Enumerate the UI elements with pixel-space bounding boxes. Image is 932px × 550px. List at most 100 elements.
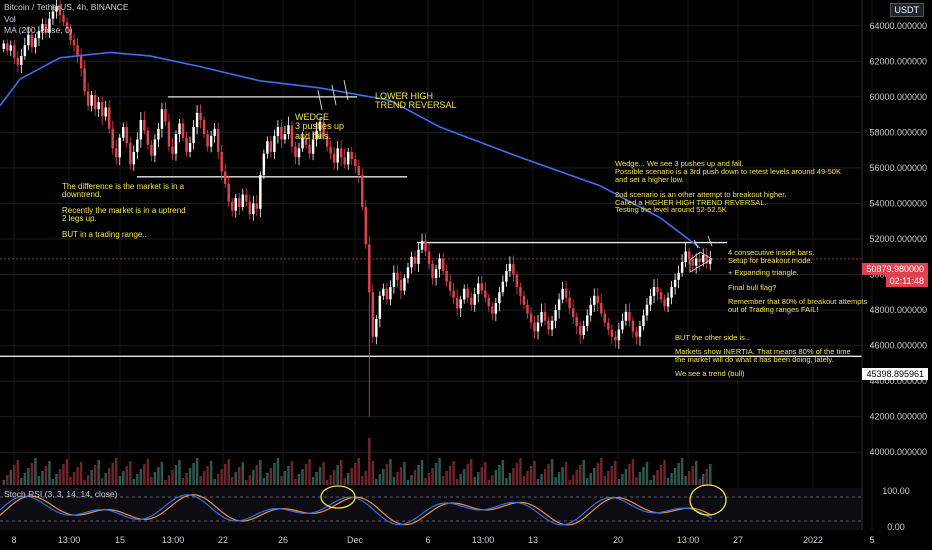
time-axis[interactable]: 8 13:00 15 13:00 22 26 Dec 6 13:00 13 20 13:00 27 202… bbox=[11, 535, 874, 545]
volume-bar bbox=[79, 462, 83, 485]
volume-bar bbox=[631, 459, 635, 485]
last-price-tag: 50879.980000 bbox=[862, 263, 928, 275]
volume-bar bbox=[382, 469, 385, 485]
y-tick-label: 58000.000000 bbox=[869, 127, 927, 137]
volume-bar bbox=[543, 469, 547, 485]
x-tick-label: 13:00 bbox=[58, 535, 81, 545]
candle bbox=[445, 270, 448, 282]
volume-bar bbox=[621, 474, 624, 485]
volume-bar bbox=[206, 466, 209, 485]
volume-bar bbox=[273, 463, 276, 485]
volume-bar bbox=[115, 458, 118, 485]
volume-bar bbox=[392, 477, 396, 485]
volume-bar bbox=[364, 471, 368, 485]
volume-bar bbox=[9, 470, 13, 485]
volume-bar bbox=[195, 458, 199, 485]
volume-bar bbox=[160, 462, 164, 485]
candle bbox=[452, 290, 455, 298]
volume-bar bbox=[294, 479, 297, 485]
volume-bar bbox=[434, 463, 438, 485]
volume-bar bbox=[441, 476, 445, 485]
volume-bar bbox=[280, 476, 283, 485]
candle bbox=[55, 6, 58, 12]
x-tick-label: 5 bbox=[869, 535, 874, 545]
x-tick-label: 13 bbox=[528, 535, 538, 545]
volume-bar bbox=[698, 479, 701, 485]
candle bbox=[403, 278, 406, 291]
candle bbox=[431, 263, 434, 279]
candle bbox=[111, 128, 114, 149]
candle bbox=[375, 318, 378, 337]
candle bbox=[192, 127, 195, 144]
volume-bar bbox=[354, 463, 357, 485]
volume-bar bbox=[255, 465, 259, 485]
lower-high-line-1: LOWER HIGH bbox=[375, 91, 434, 101]
horizontal-levels bbox=[0, 96, 862, 357]
volume-bar bbox=[385, 464, 389, 485]
candle bbox=[44, 23, 48, 33]
candle bbox=[62, 15, 65, 23]
candle bbox=[589, 304, 592, 316]
candle bbox=[466, 288, 469, 298]
volume-bar bbox=[266, 473, 269, 485]
candle bbox=[417, 249, 420, 264]
candle bbox=[382, 288, 385, 296]
candle bbox=[578, 326, 582, 335]
volume-bar bbox=[216, 474, 220, 485]
volume-bar bbox=[378, 474, 382, 485]
candle bbox=[526, 304, 529, 314]
volume-bar bbox=[230, 477, 234, 485]
candle bbox=[241, 194, 244, 208]
candle bbox=[150, 144, 153, 156]
candle bbox=[368, 244, 371, 293]
volume-bar bbox=[178, 460, 181, 485]
volume-bar bbox=[515, 463, 519, 485]
volume-bar bbox=[72, 472, 76, 485]
candlestick-series[interactable] bbox=[2, 0, 712, 417]
volume-bar bbox=[325, 480, 329, 485]
x-tick-label: 13:00 bbox=[162, 535, 185, 545]
candle bbox=[6, 43, 9, 51]
volume-bar bbox=[455, 479, 459, 485]
volume-bar bbox=[262, 478, 266, 485]
candle bbox=[332, 153, 336, 163]
wedge-line-2: 3 pushes up bbox=[295, 121, 345, 132]
candle bbox=[20, 55, 23, 65]
volume-bar bbox=[55, 474, 58, 485]
volume-bar bbox=[371, 461, 375, 485]
stoch-d-line bbox=[0, 494, 713, 526]
volume-bar bbox=[343, 478, 346, 485]
candle bbox=[571, 308, 575, 318]
volume-bar bbox=[670, 473, 673, 485]
volume-bar bbox=[118, 476, 121, 485]
volume-bar bbox=[111, 463, 114, 485]
y-tick-label: 60000.000000 bbox=[869, 92, 927, 102]
volume-bar bbox=[459, 474, 462, 485]
candle bbox=[540, 311, 543, 323]
candle bbox=[69, 29, 72, 40]
candle bbox=[424, 240, 427, 252]
candle bbox=[399, 279, 403, 291]
volume-bar bbox=[132, 479, 136, 485]
candle bbox=[322, 121, 325, 136]
candle bbox=[167, 121, 171, 147]
volume-bar bbox=[34, 458, 37, 485]
y-tick-label: 40000.000000 bbox=[869, 447, 927, 457]
candle bbox=[519, 286, 522, 296]
candle bbox=[2, 43, 5, 49]
candle bbox=[48, 18, 51, 33]
candle bbox=[301, 137, 304, 149]
candle bbox=[259, 175, 262, 209]
currency-badge[interactable]: USDT bbox=[889, 3, 924, 17]
volume-bar bbox=[624, 469, 628, 485]
volume-bar bbox=[357, 458, 360, 485]
candle bbox=[336, 148, 339, 163]
candle bbox=[174, 134, 178, 154]
volume-bar bbox=[568, 480, 571, 485]
inside-bars-note: 4 consecutive inside bars. Setup for bre… bbox=[728, 249, 814, 265]
candle bbox=[227, 183, 230, 202]
candle bbox=[90, 95, 93, 106]
candle bbox=[638, 326, 642, 337]
volume-bar bbox=[614, 461, 617, 485]
